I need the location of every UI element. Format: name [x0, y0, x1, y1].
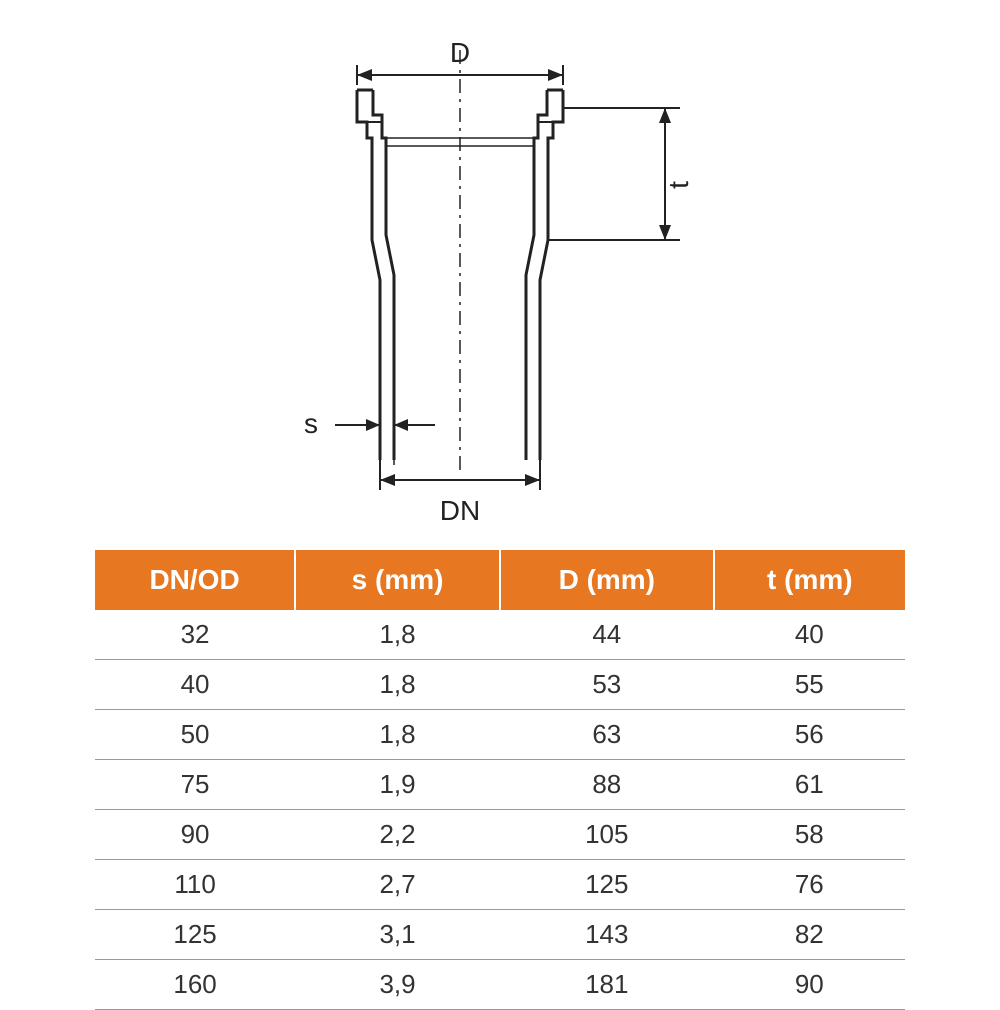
- table-cell: 3,1: [295, 910, 500, 960]
- table-cell: 181: [500, 960, 714, 1010]
- table-cell: 58: [714, 810, 905, 860]
- table-cell: 55: [714, 660, 905, 710]
- table-row: 501,86356: [95, 710, 905, 760]
- table-row: 751,98861: [95, 760, 905, 810]
- table-cell: 63: [500, 710, 714, 760]
- table-header-cell: t (mm): [714, 550, 905, 610]
- table-cell: 2,2: [295, 810, 500, 860]
- pipe-socket-diagram: D: [160, 30, 810, 530]
- table-header-cell: D (mm): [500, 550, 714, 610]
- table-cell: 53: [500, 660, 714, 710]
- table-cell: 1,8: [295, 610, 500, 660]
- table-cell: 50: [95, 710, 295, 760]
- label-s: s: [304, 408, 318, 439]
- table-cell: 3,9: [295, 960, 500, 1010]
- table-cell: 32: [95, 610, 295, 660]
- table-row: 1102,712576: [95, 860, 905, 910]
- label-D: D: [450, 37, 470, 68]
- table-row: 1603,918190: [95, 960, 905, 1010]
- dimension-s: s: [304, 408, 435, 465]
- dimension-D: D: [357, 37, 563, 85]
- table-cell: 40: [95, 660, 295, 710]
- table-cell: 88: [500, 760, 714, 810]
- table-cell: 1,9: [295, 760, 500, 810]
- table-cell: 110: [95, 860, 295, 910]
- table-body: 321,84440401,85355501,86356751,98861902,…: [95, 610, 905, 1010]
- table-header-row: DN/ODs (mm)D (mm)t (mm): [95, 550, 905, 610]
- table-cell: 61: [714, 760, 905, 810]
- dimensions-table: DN/ODs (mm)D (mm)t (mm) 321,84440401,853…: [95, 550, 905, 1010]
- table-row: 401,85355: [95, 660, 905, 710]
- table-row: 902,210558: [95, 810, 905, 860]
- table-cell: 76: [714, 860, 905, 910]
- table-cell: 160: [95, 960, 295, 1010]
- table-cell: 125: [500, 860, 714, 910]
- technical-drawing: D: [160, 30, 810, 530]
- table-cell: 75: [95, 760, 295, 810]
- table-cell: 40: [714, 610, 905, 660]
- table-cell: 143: [500, 910, 714, 960]
- table-cell: 125: [95, 910, 295, 960]
- table-header-cell: s (mm): [295, 550, 500, 610]
- dimension-t: t: [548, 108, 694, 240]
- table-cell: 2,7: [295, 860, 500, 910]
- table-header-cell: DN/OD: [95, 550, 295, 610]
- table-cell: 1,8: [295, 660, 500, 710]
- label-t: t: [663, 181, 694, 189]
- table-cell: 82: [714, 910, 905, 960]
- table-cell: 1,8: [295, 710, 500, 760]
- table-cell: 90: [714, 960, 905, 1010]
- table-cell: 44: [500, 610, 714, 660]
- table-cell: 105: [500, 810, 714, 860]
- dimensions-table-container: DN/ODs (mm)D (mm)t (mm) 321,84440401,853…: [95, 550, 905, 1010]
- table-row: 1253,114382: [95, 910, 905, 960]
- label-DN: DN: [440, 495, 480, 526]
- table-cell: 90: [95, 810, 295, 860]
- table-row: 321,84440: [95, 610, 905, 660]
- table-cell: 56: [714, 710, 905, 760]
